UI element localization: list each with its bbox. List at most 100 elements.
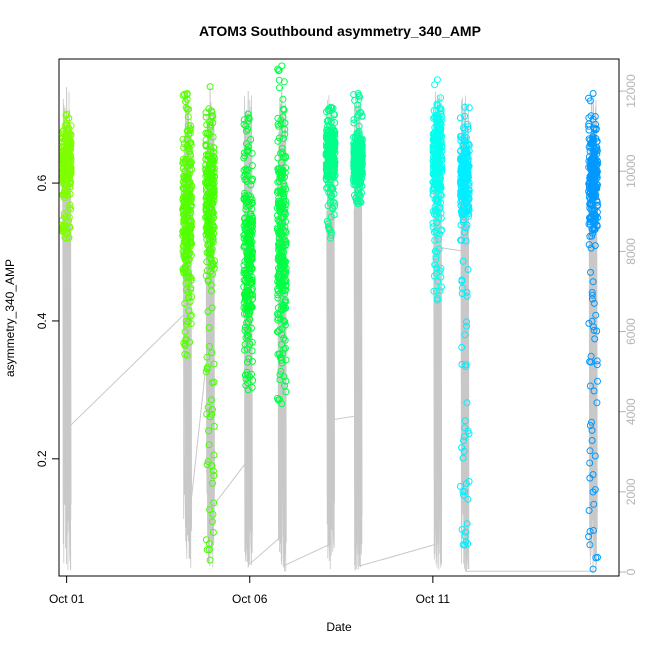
data-point: [350, 91, 358, 98]
data-point: [456, 114, 464, 122]
data-point: [202, 184, 210, 192]
series-cluster-7: [429, 76, 446, 304]
data-point: [430, 107, 438, 114]
data-point: [59, 177, 67, 184]
data-point: [208, 112, 216, 120]
data-point: [180, 203, 187, 211]
data-point: [354, 137, 361, 145]
data-point: [457, 190, 465, 198]
data-point: [433, 296, 441, 304]
data-point: [204, 230, 212, 238]
data-point: [246, 373, 254, 381]
data-point: [274, 137, 282, 145]
data-point: [590, 500, 598, 508]
data-point: [279, 185, 287, 193]
data-point: [277, 120, 285, 128]
data-point: [438, 283, 445, 291]
data-point: [244, 298, 252, 306]
data-point: [459, 167, 467, 175]
data-point: [462, 480, 470, 488]
data-point: [208, 396, 215, 404]
data-point: [358, 112, 366, 120]
data-point: [436, 164, 444, 172]
data-point: [203, 546, 211, 554]
data-point: [242, 375, 250, 383]
data-point: [354, 105, 362, 113]
data-point: [432, 255, 440, 263]
data-point: [589, 158, 597, 165]
data-point: [356, 93, 364, 101]
data-point: [66, 204, 74, 212]
data-point: [432, 287, 440, 295]
data-point: [279, 287, 287, 295]
data-point: [591, 452, 599, 460]
data-point: [462, 159, 470, 167]
data-point: [182, 273, 190, 281]
data-point: [355, 159, 363, 167]
data-point: [464, 427, 472, 435]
data-point: [210, 360, 218, 368]
data-point: [66, 190, 74, 198]
data-point: [329, 131, 336, 138]
data-point: [210, 214, 217, 222]
data-point: [65, 130, 73, 138]
data-point: [202, 368, 210, 376]
data-point: [242, 302, 250, 310]
data-point: [464, 149, 472, 157]
data-point: [248, 162, 256, 170]
data-point: [438, 113, 446, 121]
data-point: [187, 152, 194, 160]
data-point: [281, 382, 289, 390]
data-point: [244, 386, 252, 394]
data-point: [184, 171, 192, 179]
data-point: [181, 328, 189, 336]
data-point: [277, 367, 285, 375]
data-point: [354, 129, 362, 137]
data-point: [63, 110, 71, 118]
data-point: [590, 299, 598, 307]
data-point: [187, 208, 195, 216]
data-point: [210, 422, 218, 430]
series-cluster-6: [350, 90, 366, 208]
series-cluster-3: [240, 110, 257, 394]
data-point: [586, 200, 594, 208]
data-point: [461, 488, 469, 496]
data-point: [436, 166, 444, 174]
data-point: [209, 238, 217, 246]
data-point: [184, 247, 192, 255]
data-point: [588, 291, 596, 299]
data-point: [241, 289, 249, 297]
data-point: [328, 192, 336, 200]
data-point: [463, 174, 471, 182]
data-point: [458, 290, 466, 298]
data-point: [431, 137, 439, 145]
y2-tick-label: 6000: [624, 318, 638, 345]
data-point: [278, 341, 286, 348]
data-point: [248, 175, 256, 183]
data-point: [278, 148, 286, 156]
data-point: [461, 541, 469, 549]
data-point: [207, 255, 215, 263]
data-point: [433, 218, 441, 226]
data-point: [278, 359, 286, 367]
data-point: [247, 223, 255, 231]
data-point: [209, 510, 217, 518]
data-point: [275, 246, 283, 254]
data-point: [459, 218, 467, 226]
data-point: [593, 357, 601, 365]
y2-tick-label: 10000: [624, 154, 638, 188]
data-point: [280, 334, 288, 342]
data-point: [203, 180, 211, 188]
data-point: [182, 269, 190, 276]
data-point: [281, 119, 289, 127]
series-cluster-8: [456, 103, 473, 549]
data-point: [325, 116, 332, 124]
data-point: [279, 349, 287, 357]
data-point: [587, 352, 595, 360]
data-point: [461, 126, 469, 133]
data-point: [459, 454, 467, 462]
data-point: [277, 214, 285, 222]
data-point: [183, 90, 191, 97]
